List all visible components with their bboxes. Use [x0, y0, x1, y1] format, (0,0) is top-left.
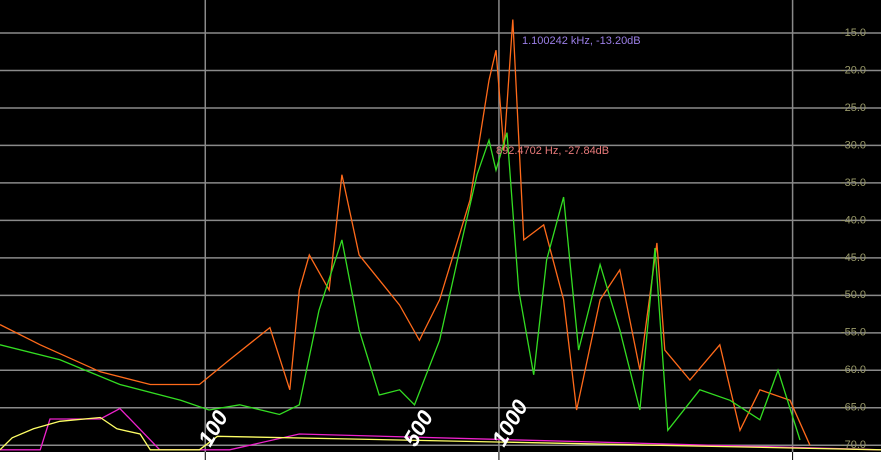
- bottom-strip: [0, 452, 881, 472]
- spectrum-line: [0, 407, 881, 451]
- y-tick-label: -25.0: [841, 102, 866, 114]
- y-tick-label: -70.0: [841, 439, 866, 451]
- y-tick-label: -65.0: [841, 402, 866, 414]
- y-tick-label: -45.0: [841, 252, 866, 264]
- spectrum-line: [0, 19, 811, 446]
- y-tick-label: -15.0: [841, 27, 866, 39]
- y-tick-label: -60.0: [841, 364, 866, 376]
- y-tick-label: -50.0: [841, 289, 866, 301]
- y-tick-label: -20.0: [841, 64, 866, 76]
- peak-annotation: 892.4702 Hz, -27.84dB: [496, 145, 609, 157]
- y-tick-label: -55.0: [841, 327, 866, 339]
- y-tick-label: -30.0: [841, 139, 866, 151]
- spectrum-line: [0, 132, 801, 441]
- peak-annotation: 1.100242 kHz, -13.20dB: [522, 35, 641, 47]
- y-tick-label: -35.0: [841, 177, 866, 189]
- spectrum-line: [0, 416, 881, 451]
- y-tick-label: -40.0: [841, 214, 866, 226]
